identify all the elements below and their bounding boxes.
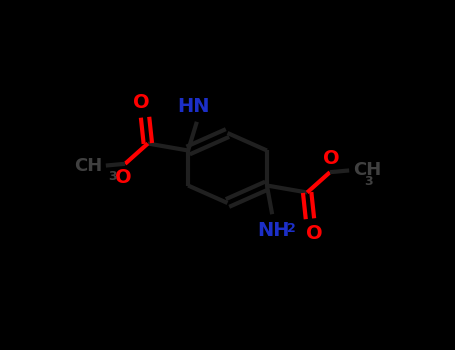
Text: CH: CH xyxy=(74,156,102,175)
Text: 3: 3 xyxy=(364,175,373,188)
Text: 2: 2 xyxy=(287,222,296,235)
Text: HN: HN xyxy=(177,97,210,116)
Text: CH: CH xyxy=(353,161,381,180)
Text: O: O xyxy=(115,168,131,187)
Text: NH: NH xyxy=(258,220,290,239)
Text: O: O xyxy=(306,224,323,243)
Text: 3: 3 xyxy=(108,170,116,183)
Text: O: O xyxy=(324,149,340,168)
Text: O: O xyxy=(132,93,149,112)
